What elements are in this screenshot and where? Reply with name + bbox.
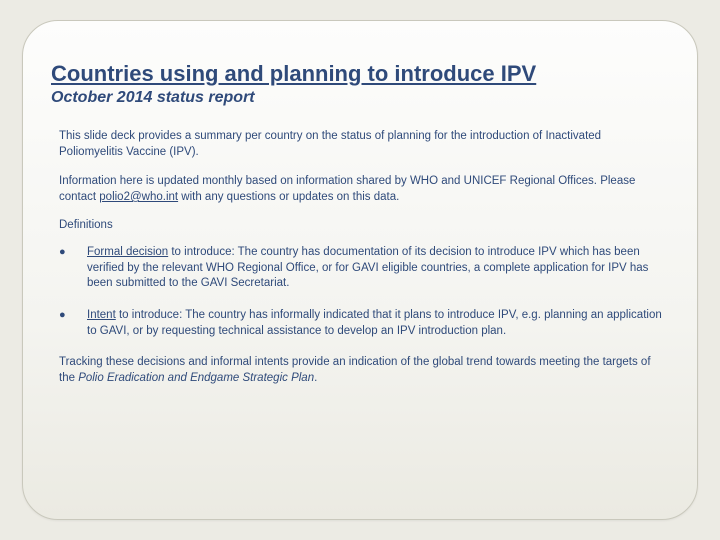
bullet-text: Formal decision to introduce: The countr… — [87, 245, 669, 292]
bullet-lead: Formal decision — [87, 246, 168, 258]
slide-title: Countries using and planning to introduc… — [51, 61, 669, 87]
intro-paragraph-2: Information here is updated monthly base… — [51, 174, 669, 205]
closing-paragraph: Tracking these decisions and informal in… — [51, 355, 669, 386]
contact-email-link[interactable]: polio2@who.int — [99, 191, 178, 203]
bullet-lead: Intent — [87, 309, 116, 321]
definitions-list: ● Formal decision to introduce: The coun… — [51, 245, 669, 339]
bullet-rest: to introduce: The country has documentat… — [87, 246, 648, 289]
bullet-icon: ● — [59, 245, 87, 260]
para2-post: with any questions or updates on this da… — [178, 191, 399, 203]
bullet-icon: ● — [59, 308, 87, 323]
closing-post: . — [314, 372, 317, 384]
definitions-heading: Definitions — [51, 219, 669, 231]
bullet-text: Intent to introduce: The country has inf… — [87, 308, 669, 339]
slide-subtitle: October 2014 status report — [51, 89, 669, 107]
list-item: ● Formal decision to introduce: The coun… — [59, 245, 669, 292]
intro-paragraph-1: This slide deck provides a summary per c… — [51, 129, 669, 160]
slide-card: Countries using and planning to introduc… — [22, 20, 698, 520]
bullet-rest: to introduce: The country has informally… — [87, 309, 662, 337]
closing-italic: Polio Eradication and Endgame Strategic … — [78, 372, 314, 384]
list-item: ● Intent to introduce: The country has i… — [59, 308, 669, 339]
